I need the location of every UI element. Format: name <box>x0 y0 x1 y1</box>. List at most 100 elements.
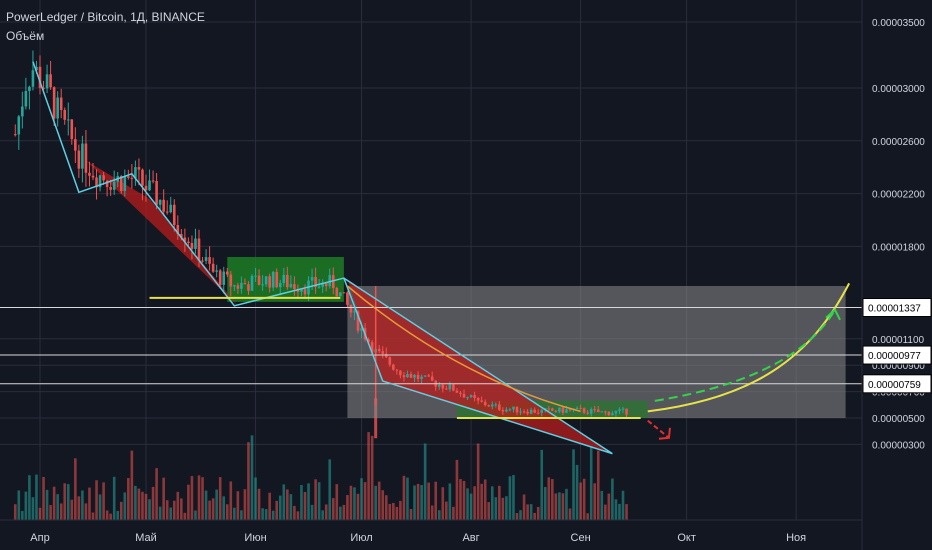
y-tick-label: 0.00002200 <box>872 190 925 201</box>
candle-body <box>172 204 176 226</box>
volume-bar <box>42 476 45 520</box>
candle-body <box>293 284 296 289</box>
volume-bar <box>558 492 561 520</box>
volume-bar <box>98 494 102 520</box>
volume-bar <box>257 488 261 520</box>
volume-bar <box>455 459 459 520</box>
volume-bar <box>406 477 409 520</box>
volume-bar <box>409 509 413 520</box>
volume-bar <box>508 476 512 520</box>
volume-bar <box>529 504 533 520</box>
volume-bar <box>77 496 81 520</box>
volume-bar <box>45 489 49 520</box>
candle-body <box>56 97 59 119</box>
volume-bar <box>399 500 402 520</box>
volume-bar <box>52 486 56 520</box>
candle-body <box>508 409 512 411</box>
volume-bar <box>187 484 190 520</box>
volume-bar <box>271 510 275 520</box>
volume-bar <box>459 479 462 520</box>
green-projection-arrow <box>654 309 836 402</box>
volume-bar <box>300 485 303 520</box>
candle-body <box>568 409 572 411</box>
candle-body <box>536 412 540 414</box>
volume-indicator-label[interactable]: Объём <box>6 29 45 43</box>
volume-bar <box>618 503 621 520</box>
candle-body <box>289 284 293 288</box>
candle-body <box>151 180 155 182</box>
volume-bar <box>494 497 498 520</box>
volume-bar <box>515 513 519 520</box>
volume-bar <box>158 506 162 520</box>
candle-body <box>310 277 314 281</box>
candle-body <box>554 410 558 412</box>
volume-bar <box>148 499 151 520</box>
y-tick-label: 0.00000900 <box>872 361 925 372</box>
volume-bar <box>116 510 120 520</box>
volume-bar-spike <box>374 398 378 439</box>
candle-body <box>63 109 67 120</box>
candle-body <box>512 406 515 410</box>
volume-bar <box>229 481 233 520</box>
volume-bar <box>21 510 24 520</box>
volume-bar <box>286 489 289 520</box>
candle-body <box>445 388 448 390</box>
volume-bar <box>416 483 420 520</box>
volume-bar <box>59 503 63 520</box>
volume-bar <box>169 507 173 520</box>
volume-bar <box>356 493 360 520</box>
candle-body <box>183 237 187 242</box>
volume-bar <box>225 504 229 520</box>
volume-bar <box>63 483 67 520</box>
volume-bar <box>377 481 381 520</box>
candle-body <box>225 271 229 275</box>
volume-bar <box>112 476 116 520</box>
volume-bar <box>13 504 17 520</box>
candle-body <box>282 274 286 283</box>
candle-body <box>109 187 112 190</box>
volume-bar <box>222 496 226 520</box>
candle-body <box>533 409 536 413</box>
candle-body <box>589 409 593 414</box>
candle-body <box>353 311 356 313</box>
candle-body <box>522 411 526 413</box>
green-consolidation-zone <box>227 256 344 302</box>
volume-bar <box>144 493 148 520</box>
volume-bar <box>127 478 130 520</box>
x-tick-label: Сен <box>571 532 591 544</box>
volume-bar <box>204 490 208 520</box>
volume-bar <box>233 507 236 520</box>
volume-bar <box>194 510 197 520</box>
candle-body <box>596 409 600 413</box>
volume-bar <box>247 442 250 520</box>
volume-bar <box>331 498 335 520</box>
volume-bar <box>335 484 339 520</box>
volume-bar <box>554 493 558 520</box>
volume-bar <box>261 508 264 520</box>
candle-body <box>211 263 215 272</box>
volume-bar <box>208 500 211 520</box>
x-tick-label: Окт <box>677 532 696 544</box>
volume-bar <box>582 478 586 520</box>
volume-bar <box>109 513 112 520</box>
candle-body <box>254 275 257 277</box>
volume-bar <box>38 507 42 520</box>
volume-bar <box>81 490 84 520</box>
candle-body <box>459 392 462 394</box>
candle-body <box>540 409 544 413</box>
candle-body <box>476 398 480 401</box>
volume-bar <box>427 482 430 520</box>
volume-bar <box>498 485 501 520</box>
volume-bar <box>278 495 282 520</box>
chart-title: PowerLedger / Bitcoin, 1Д, BINANCE <box>6 10 205 24</box>
candle-body <box>409 374 413 378</box>
candle-body <box>370 342 374 353</box>
candle-body <box>158 199 162 205</box>
candle-body <box>275 271 279 288</box>
candle-body <box>437 384 441 387</box>
volume-bar <box>462 480 466 520</box>
candle-body <box>38 66 42 88</box>
x-tick-label: Авг <box>462 532 479 544</box>
